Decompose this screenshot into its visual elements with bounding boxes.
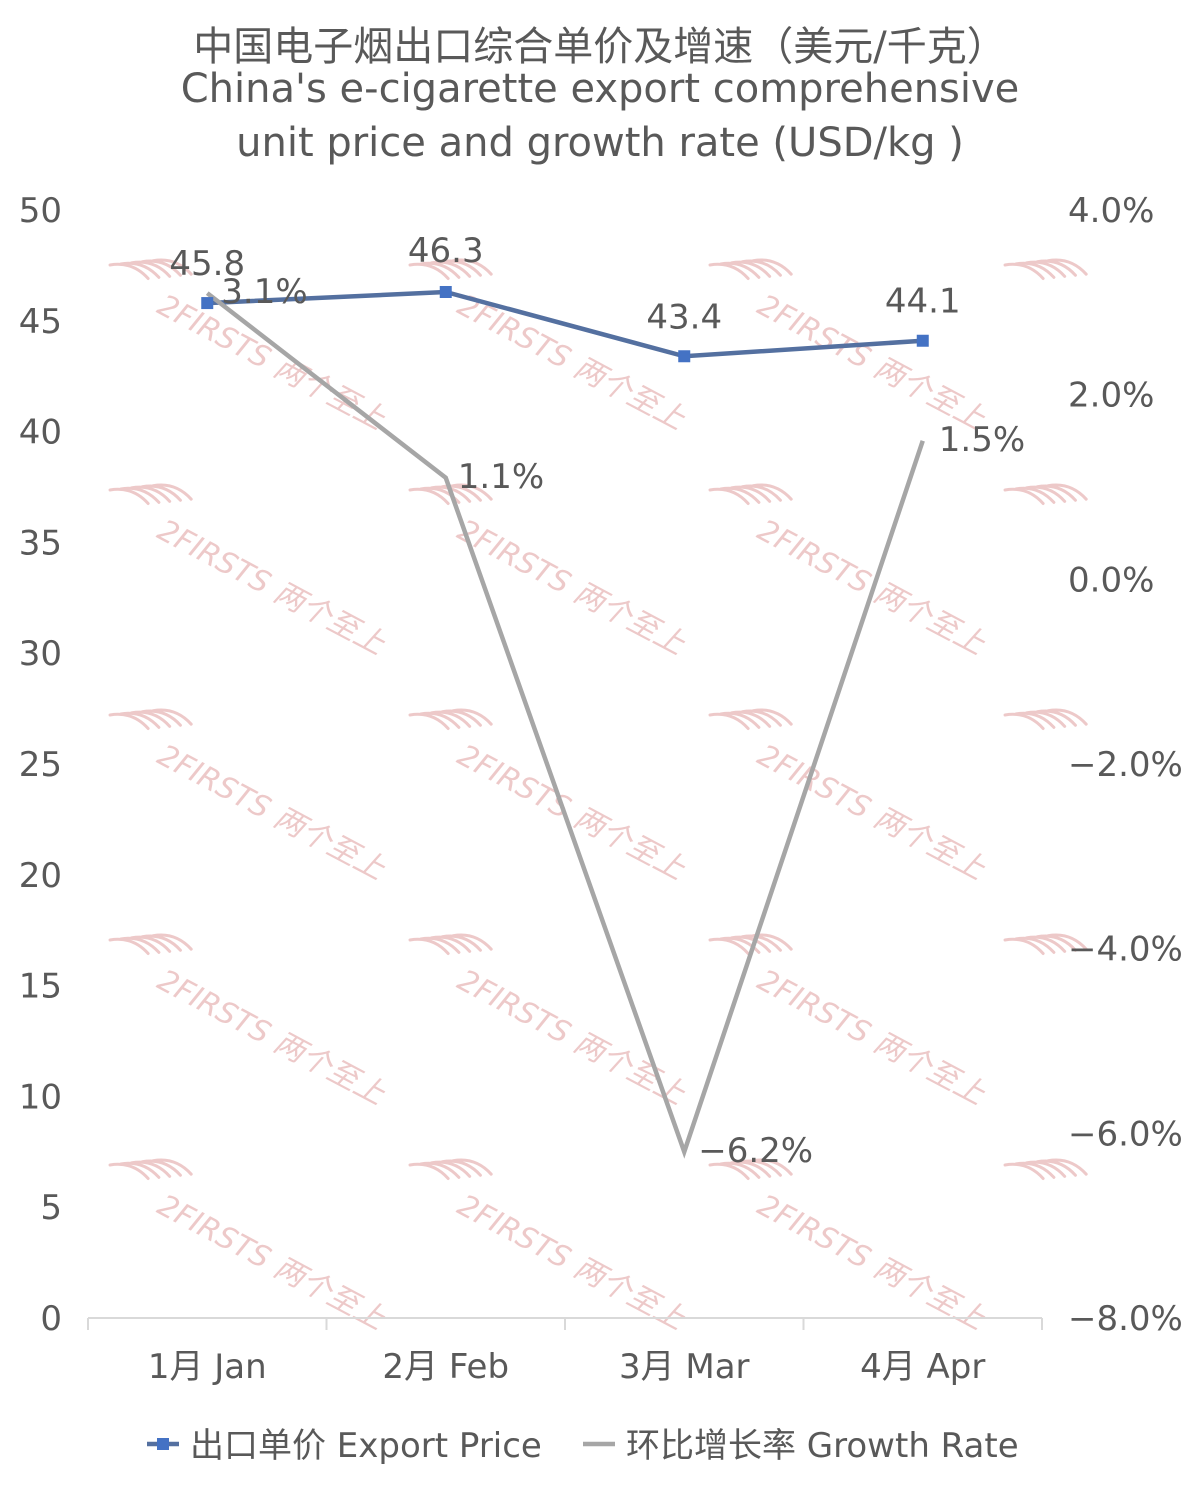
y-left-tick-label: 35 [19,523,62,563]
watermark-logo [1003,708,1088,730]
watermark-text: 2FIRSTS 两个至上 [452,738,692,888]
watermark-text: 2FIRSTS 两个至上 [452,1188,692,1338]
watermark-logo: 2FIRSTS 两个至上 [708,708,992,888]
growth-rate-data-label: 3.1% [221,272,307,312]
y-left-tick-label: 30 [19,634,62,674]
watermark-logo [1003,483,1088,505]
export-price-marker [201,297,214,310]
y-right-tick-label: −8.0% [1068,1299,1183,1339]
chart-subtitle-line-1: China's e-cigarette export comprehensive [180,66,1020,112]
watermark-logo [1003,258,1088,280]
watermark-logo [1003,1158,1088,1180]
y-right-tick-label: −4.0% [1068,930,1183,970]
watermark-logo: 2FIRSTS 两个至上 [708,483,991,663]
legend-marker-export-price [157,1438,169,1450]
watermark-logo: 2FIRSTS 两个至上 [708,933,992,1113]
watermark-logo: 2FIRSTS 两个至上 [408,1158,692,1338]
watermark-text: 2FIRSTS 两个至上 [752,1188,992,1338]
chart-title: 中国电子烟出口综合单价及增速（美元/千克） [193,24,1007,70]
export-price-data-label: 44.1 [885,282,961,322]
watermark-text: 2FIRSTS 两个至上 [452,963,692,1113]
watermark-logo: 2FIRSTS 两个至上 [408,708,692,888]
y-right-tick-label: −6.0% [1068,1114,1183,1154]
legend-label-growth-rate: 环比增长率 Growth Rate [626,1426,1019,1466]
series-line-2 [205,291,925,1159]
series-line-1 [207,289,923,359]
watermark-logo: 2FIRSTS 两个至上 [408,483,692,663]
x-tick-label: 2月 Feb [382,1347,509,1387]
watermark-logo: 2FIRSTS 两个至上 [108,1158,392,1338]
x-tick-label: 3月 Mar [619,1347,750,1387]
growth-rate-data-label: 1.1% [458,457,544,497]
y-left-tick-label: 0 [40,1299,62,1339]
y-left-tick-label: 10 [19,1077,62,1117]
y-right-tick-label: −2.0% [1068,745,1183,785]
y-left-tick-label: 5 [40,1188,62,1228]
export-price-marker [916,334,929,347]
growth-rate-data-label: 1.5% [939,420,1025,460]
watermark-logo: 2FIRSTS 两个至上 [708,258,991,438]
y-left-tick-label: 15 [19,967,62,1007]
export-price-marker [678,350,691,363]
watermark-logo [1003,933,1088,955]
export-price-data-label: 43.4 [646,297,722,337]
watermark-text: 2FIRSTS 两个至上 [452,513,692,663]
watermark-text: 2FIRSTS 两个至上 [152,738,392,888]
y-right-tick-label: 2.0% [1068,376,1154,416]
watermark-logo: 2FIRSTS 两个至上 [108,483,392,663]
watermark-logo: 2FIRSTS 两个至上 [108,933,392,1113]
y-left-tick-label: 25 [19,745,62,785]
y-left-tick-label: 45 [19,302,62,342]
growth-rate-data-label: −6.2% [698,1131,813,1171]
export-price-data-label: 45.8 [169,244,245,284]
export-price-data-label: 46.3 [408,231,484,271]
legend-label-export-price: 出口单价 Export Price [190,1426,542,1466]
watermark-text: 2FIRSTS 两个至上 [752,963,992,1113]
watermark-logo: 2FIRSTS 两个至上 [108,708,392,888]
x-tick-label: 1月 Jan [148,1347,267,1387]
watermark-text: 2FIRSTS 两个至上 [152,963,392,1113]
chart-subtitle-line-2: unit price and growth rate (USD/kg ) [236,120,964,166]
watermark-text: 2FIRSTS 两个至上 [152,1188,392,1338]
y-left-tick-label: 20 [19,856,62,896]
x-tick-label: 4月 Apr [860,1347,985,1387]
y-left-tick-label: 40 [19,413,62,453]
y-right-tick-label: 4.0% [1068,191,1154,231]
y-left-tick-label: 50 [19,191,62,231]
y-right-tick-label: 0.0% [1068,560,1154,600]
export-price-marker [439,285,452,298]
watermark-text: 2FIRSTS 两个至上 [752,738,992,888]
watermark-text: 2FIRSTS 两个至上 [152,513,392,663]
